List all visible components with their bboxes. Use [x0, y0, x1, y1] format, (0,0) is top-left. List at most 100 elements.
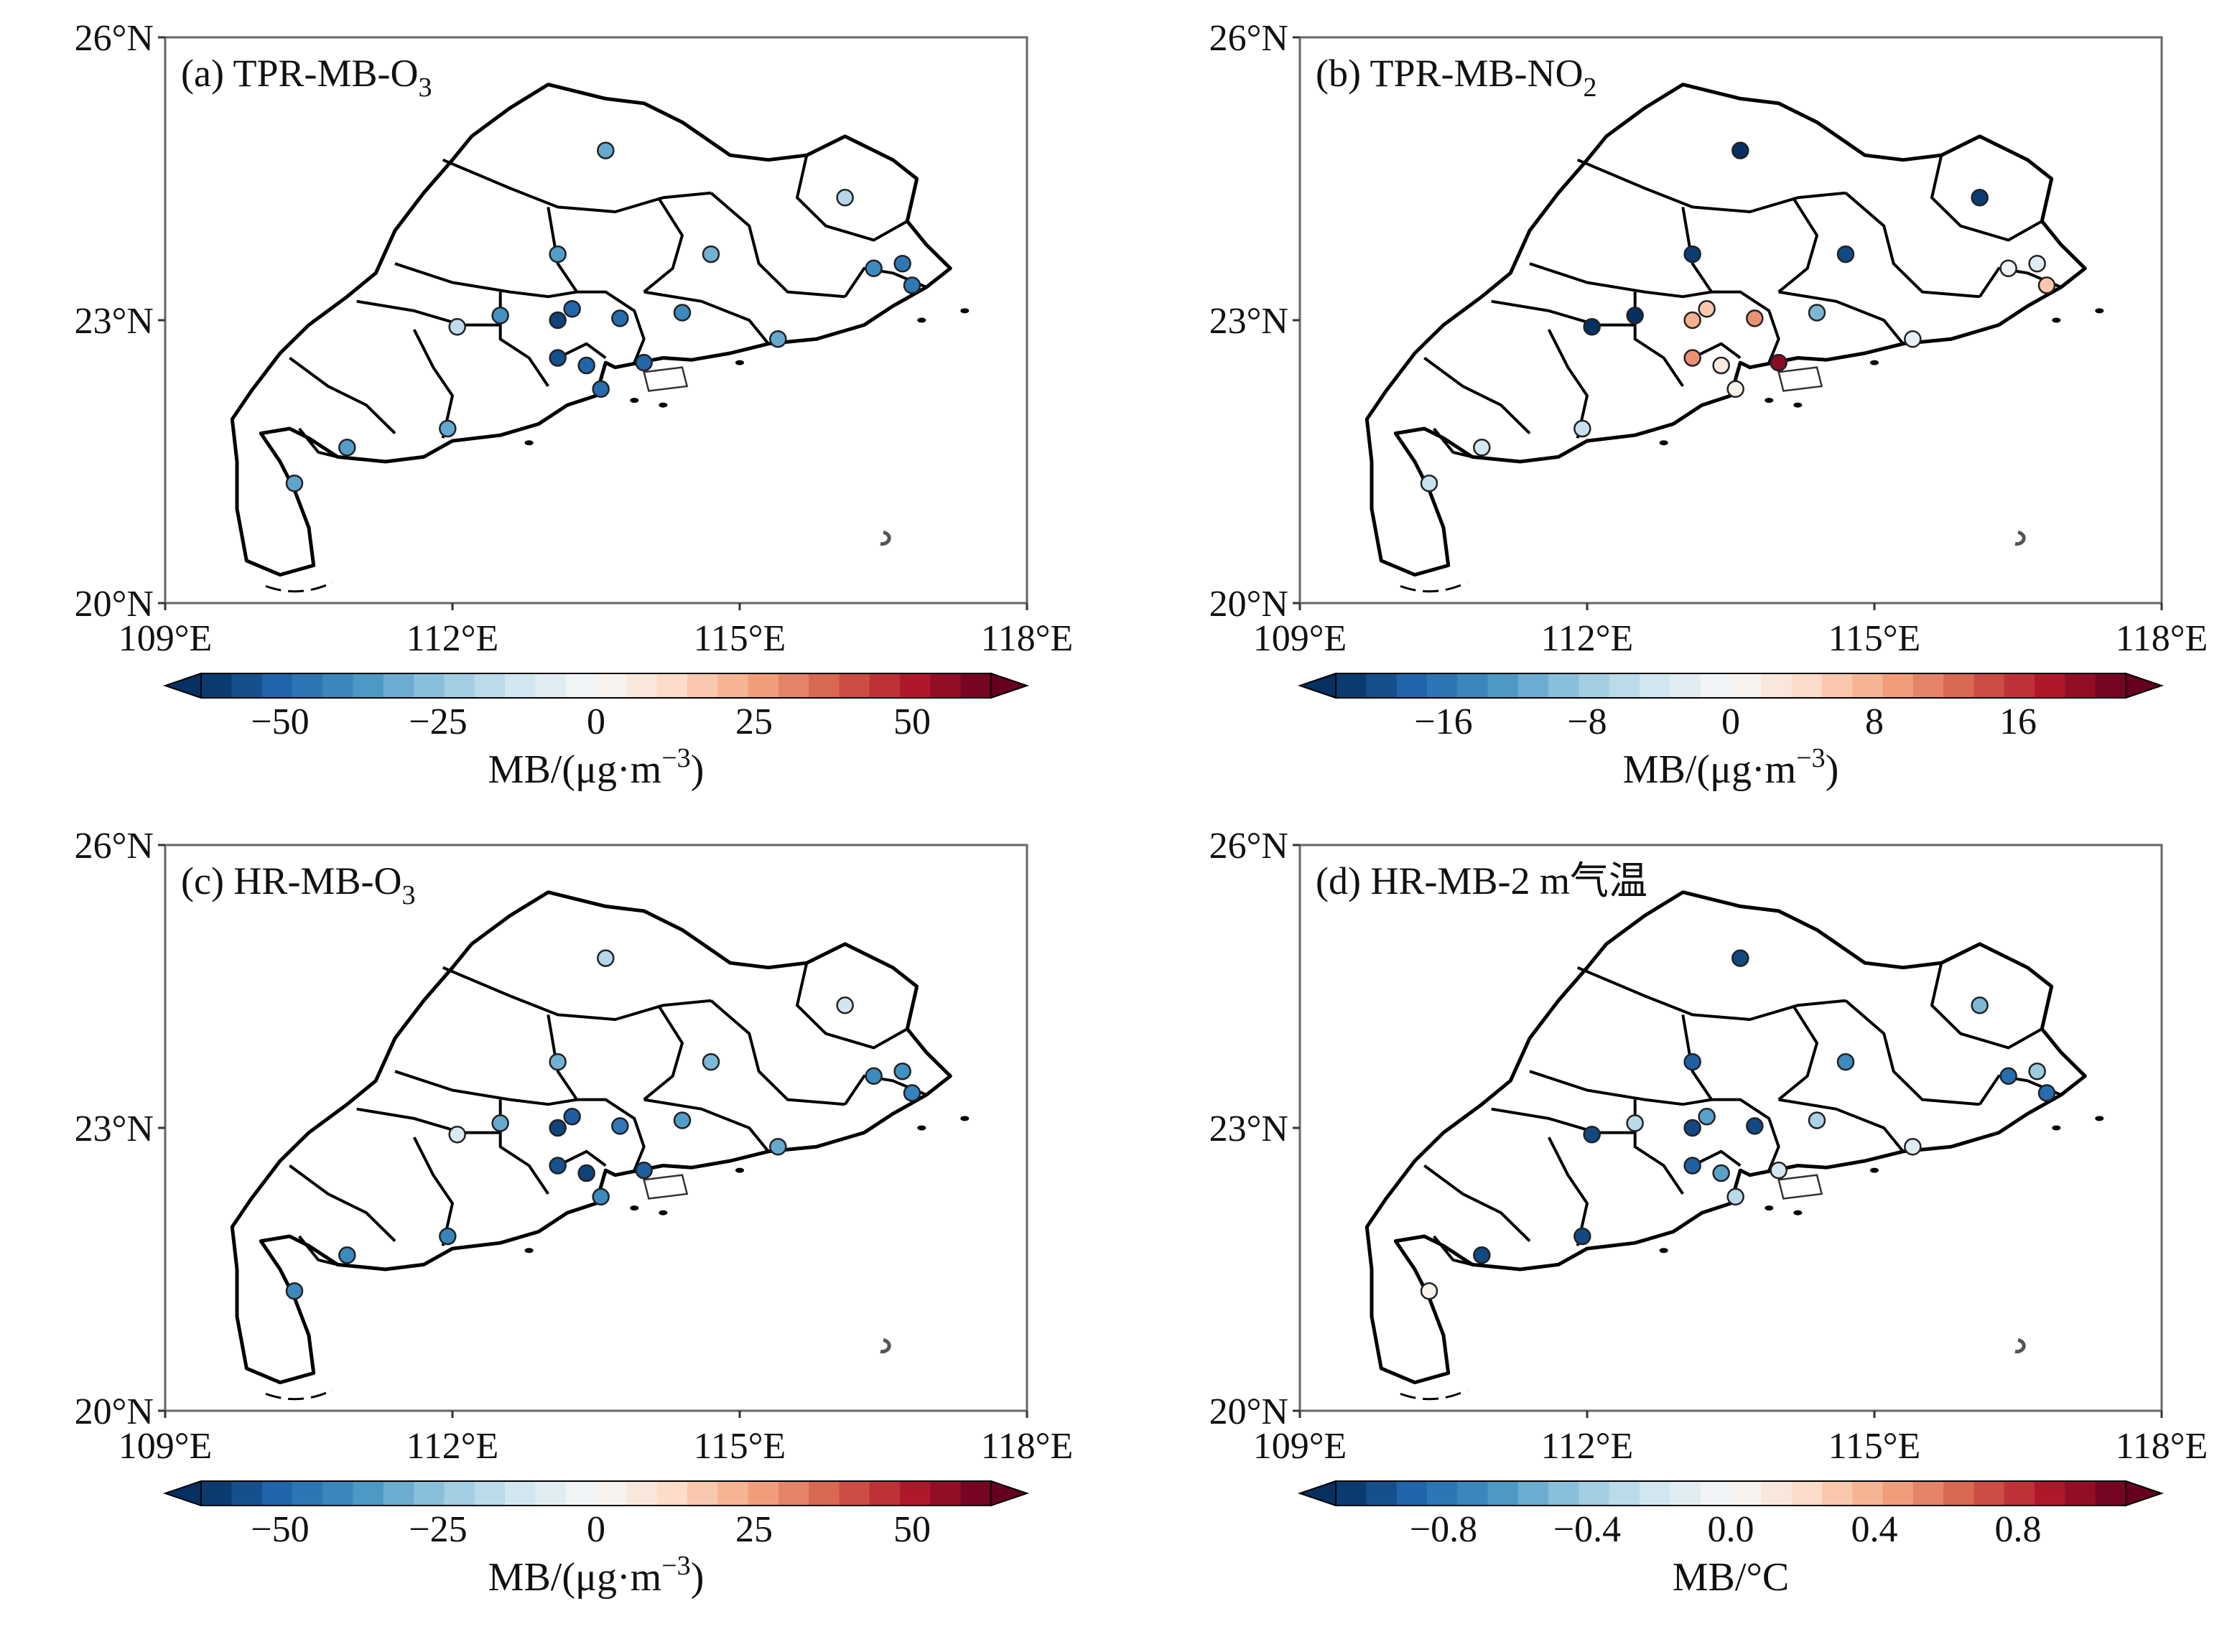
prefecture-boundary — [1691, 1149, 1742, 1167]
colorbar-segment — [1336, 673, 1367, 698]
station-marker — [592, 380, 610, 398]
island-mark — [630, 398, 639, 403]
prefecture-boundary — [1777, 1004, 1818, 1101]
prefecture-boundary — [442, 158, 712, 213]
station-marker — [285, 474, 304, 493]
station-marker — [1904, 330, 1922, 348]
colorbar-segment — [778, 1481, 809, 1506]
colorbar-segment — [383, 1481, 414, 1506]
colorbar-tick-label: 16 — [1999, 701, 2037, 742]
station-marker — [1683, 1053, 1701, 1071]
colorbar-segment — [322, 673, 354, 698]
lon-tick-label: 112°E — [1541, 1426, 1634, 1467]
station-marker — [1712, 1164, 1730, 1182]
station-marker — [1683, 311, 1701, 330]
prefecture-boundary — [356, 1107, 501, 1134]
prefecture-boundary — [643, 1004, 684, 1101]
colorbar-segment — [748, 1481, 779, 1506]
colorbar-segment — [474, 1481, 506, 1506]
island-mark — [1793, 1210, 1803, 1215]
station-marker — [439, 419, 457, 438]
colorbar-b: −16 −8 0 8 16 MB/(μg·m−3) — [1297, 672, 2165, 792]
colorbar-segment — [1336, 1481, 1367, 1506]
prefecture-boundary — [1778, 1098, 1905, 1153]
colorbar-segment — [1761, 673, 1793, 698]
colorbar-segment — [1852, 673, 1884, 698]
station-marker — [673, 1111, 692, 1129]
colorbar-segment — [809, 673, 840, 698]
station-marker — [577, 1164, 595, 1182]
station-marker — [1808, 1111, 1826, 1129]
island-mark — [524, 440, 534, 446]
colorbar-tick-label: 0.0 — [1708, 1509, 1754, 1550]
colorbar-segment — [1852, 1481, 1884, 1506]
colorbar-tick-label: 0 — [587, 701, 605, 742]
colorbar-frame — [200, 1480, 992, 1506]
colorbar-tick-label: −50 — [251, 701, 309, 742]
station-marker — [1731, 141, 1749, 159]
panel-title: (c) HR-MB-O3 — [181, 859, 415, 910]
colorbar-segment — [869, 1481, 901, 1506]
station-marker — [1626, 307, 1644, 325]
station-marker — [1583, 317, 1601, 336]
station-marker — [549, 1157, 567, 1175]
station-marker — [1808, 304, 1826, 322]
colorbar-segment — [1700, 673, 1731, 698]
colorbar-tick-label: 0 — [587, 1509, 605, 1550]
station-marker — [577, 356, 595, 375]
colorbar-segment — [201, 673, 232, 698]
station-marker — [1698, 299, 1716, 318]
panel-title: (b) TPR-MB-NO2 — [1316, 52, 1597, 103]
prefecture-boundary — [577, 1098, 646, 1171]
station-marker — [836, 189, 854, 207]
prefecture-boundary — [1433, 1235, 1473, 1266]
island-mark — [2095, 1116, 2104, 1121]
prefecture-boundary — [1691, 342, 1742, 360]
station-marker — [1746, 1117, 1764, 1135]
island-mark — [2052, 317, 2061, 323]
prefecture-boundary — [547, 1014, 578, 1101]
colorbar-segment — [1731, 673, 1762, 698]
prefecture-boundary — [1423, 1164, 1531, 1243]
colorbar-max-extend — [990, 1480, 1030, 1507]
colorbar-segment — [596, 673, 627, 698]
map-frame — [1298, 36, 2163, 605]
island-mark — [524, 1248, 534, 1254]
lon-tick-label: 109°E — [1253, 1426, 1347, 1467]
station-marker — [1731, 949, 1749, 967]
province-outline — [1364, 890, 2087, 1385]
station-marker — [1904, 1138, 1922, 1156]
colorbar-segment — [900, 673, 931, 698]
colorbar-segment — [2004, 673, 2035, 698]
colorbar-min-extend — [1297, 672, 1336, 699]
lon-tick-label: 118°E — [2116, 618, 2208, 659]
prefecture-boundary — [1711, 290, 1780, 363]
station-marker — [1971, 189, 1989, 207]
station-marker — [1746, 309, 1764, 327]
colorbar-segment — [596, 1481, 627, 1506]
colorbar-segment — [1457, 673, 1489, 698]
colorbar-segment — [1912, 1481, 1944, 1506]
colorbar-segment — [1731, 1481, 1762, 1506]
station-marker — [635, 1161, 653, 1180]
station-marker — [338, 439, 356, 457]
colorbar-segment — [839, 1481, 870, 1506]
colorbar-segment — [1366, 673, 1398, 698]
station-marker — [2037, 276, 2056, 294]
station-marker — [702, 1053, 720, 1071]
prefecture-boundary — [289, 356, 396, 435]
lat-tick-label: 20°N — [75, 1391, 154, 1432]
prefecture-boundary — [1491, 299, 1635, 327]
prefecture-boundary — [1930, 962, 2043, 1050]
lon-tick-label: 112°E — [1541, 618, 1634, 659]
station-marker — [1583, 1125, 1601, 1144]
colorbar-min-extend — [162, 672, 202, 699]
colorbar-frame — [200, 673, 992, 699]
colorbar-segment — [2065, 1481, 2096, 1506]
colorbar-segment — [1426, 673, 1458, 698]
colorbar-segment — [717, 1481, 749, 1506]
colorbar-segment — [900, 1481, 931, 1506]
lat-tick-label: 23°N — [1209, 1109, 1288, 1149]
station-marker — [2028, 1062, 2046, 1081]
